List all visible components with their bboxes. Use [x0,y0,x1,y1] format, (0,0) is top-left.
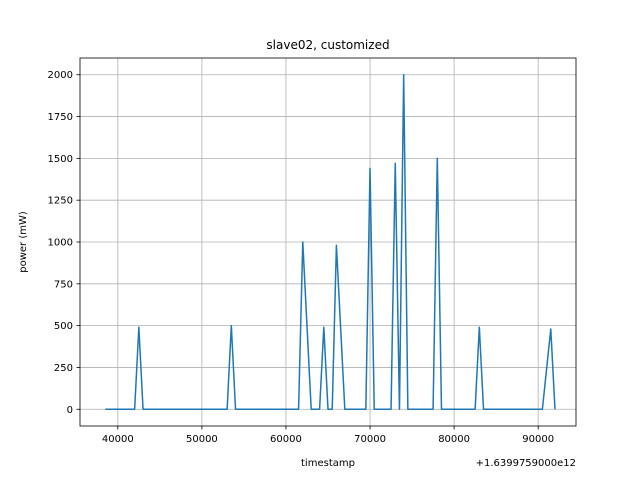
x-tick-label: 90000 [522,434,554,445]
chart-title: slave02, customized [266,38,389,52]
x-tick-label: 70000 [354,434,386,445]
y-tick-label: 500 [54,321,73,332]
x-axis: 40000 50000 60000 70000 80000 90000 [102,426,554,445]
x-tick-label: 40000 [102,434,134,445]
y-tick-label: 1000 [48,238,73,249]
y-tick-label: 0 [67,405,73,416]
y-tick-label: 1250 [48,196,73,207]
y-axis-label: power (mW) [18,211,29,273]
series-layer [105,73,556,411]
y-tick-label: 250 [54,363,73,374]
y-tick-label: 1500 [48,154,73,165]
series-line [105,73,556,411]
y-tick-label: 1750 [48,112,73,123]
y-axis: 0 250 500 750 1000 1250 1500 1750 2000 [48,70,80,416]
y-tick-label: 750 [54,279,73,290]
y-tick-label: 2000 [48,70,73,81]
x-tick-label: 50000 [186,434,218,445]
x-tick-label: 80000 [438,434,470,445]
x-tick-label: 60000 [270,434,302,445]
x-axis-label: timestamp [301,458,355,469]
x-offset-label: +1.6399759000e12 [476,458,576,469]
grid [80,58,576,426]
